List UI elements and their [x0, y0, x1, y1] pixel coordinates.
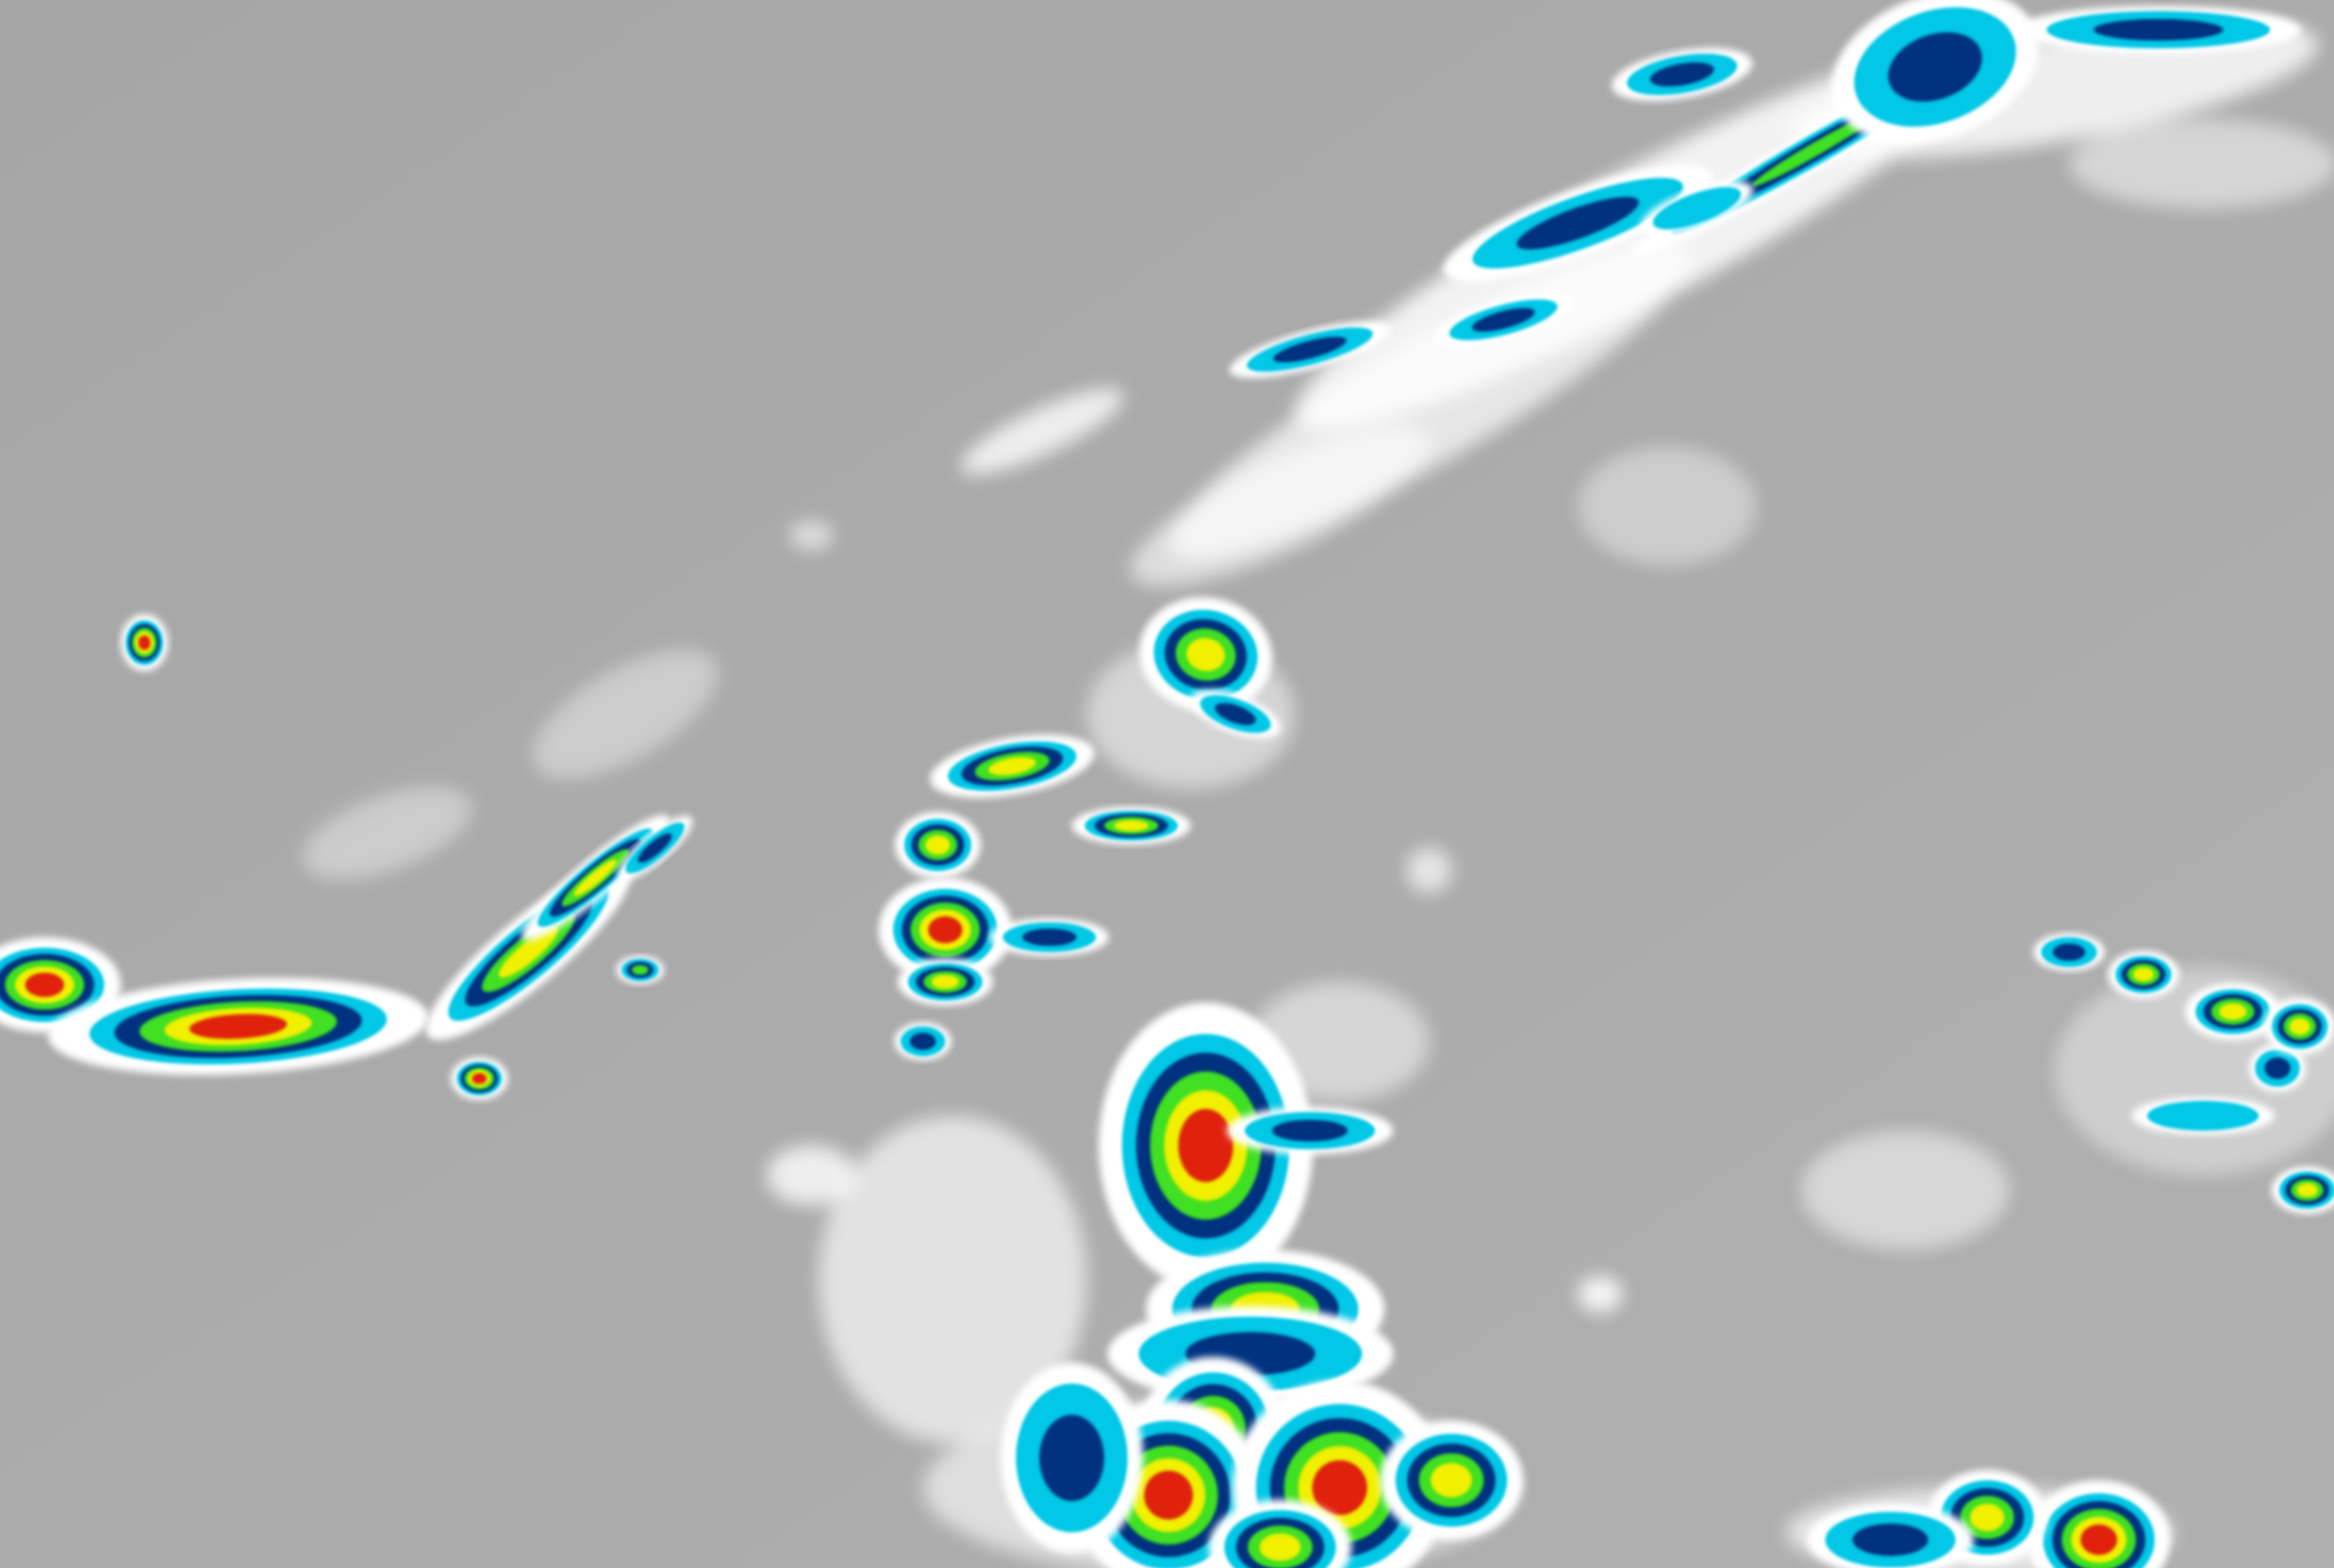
- storm-cell: [1139, 597, 1272, 713]
- cloud-haze: [2069, 119, 2334, 208]
- storm-cell: [1611, 47, 1753, 102]
- storm-cell: [930, 734, 1095, 799]
- storm-cell: [1229, 321, 1391, 378]
- storm-cell: [1000, 1362, 1144, 1554]
- cloud-haze: [1406, 848, 1451, 893]
- cloud-haze: [302, 786, 472, 880]
- storm-cell: [2271, 1166, 2334, 1214]
- storm-cell: [521, 815, 670, 941]
- storm-cell: [2248, 1044, 2307, 1093]
- cloud-haze: [1578, 446, 1757, 566]
- storm-cell: [2263, 998, 2334, 1055]
- storm-cell: [616, 955, 664, 984]
- storm-cell: [120, 614, 169, 671]
- storm-cell: [1208, 1499, 1352, 1568]
- storm-cell: [894, 811, 981, 879]
- cloud-haze: [960, 388, 1124, 474]
- storm-cell: [1098, 1002, 1314, 1289]
- storm-cell: [878, 877, 1013, 982]
- storm-cell: [2033, 933, 2105, 971]
- storm-cell: [1640, 181, 1754, 236]
- cloud-haze: [1800, 1131, 2010, 1250]
- cloud-haze: [788, 520, 834, 551]
- storm-cell: [1226, 1106, 1394, 1155]
- storm-cell: [894, 1022, 952, 1061]
- storm-cell: [2108, 950, 2179, 999]
- storm-cell: [1443, 165, 1713, 282]
- storm-cell: [617, 815, 693, 881]
- cloud-haze: [1578, 1276, 1623, 1312]
- storm-cell: [1928, 1469, 2047, 1565]
- storm-cell: [897, 958, 993, 1006]
- storm-cell: [47, 978, 429, 1076]
- cloud-haze: [1130, 425, 1431, 586]
- storm-cell: [1807, 1504, 1974, 1568]
- storm-cell: [2015, 6, 2302, 54]
- cloud-haze: [532, 649, 719, 780]
- storm-cell: [2131, 1097, 2275, 1135]
- storm-cell: [2185, 982, 2281, 1041]
- storm-cell: [2027, 1479, 2171, 1568]
- cloud-haze: [766, 1145, 856, 1206]
- cloud-haze: [819, 1115, 1087, 1444]
- storm-cell: [989, 917, 1109, 957]
- storm-cell: [1380, 1420, 1523, 1541]
- storm-cell: [1190, 689, 1282, 739]
- storm-cell: [1071, 806, 1191, 845]
- storm-cell: [1831, 0, 2039, 144]
- storm-cell: [1433, 293, 1573, 346]
- storm-cell: [450, 1057, 508, 1100]
